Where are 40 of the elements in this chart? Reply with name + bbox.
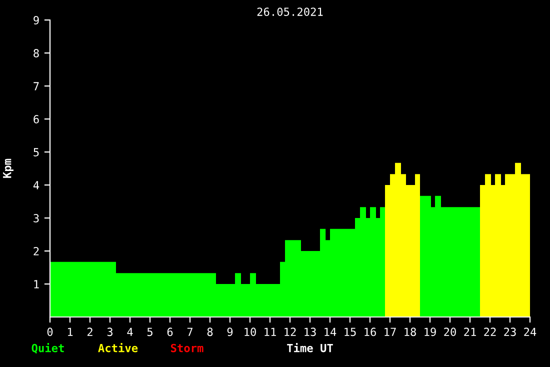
legend-label: Storm — [170, 344, 204, 352]
y-tick-label: 9 — [34, 16, 39, 24]
x-tick-label: 14 — [324, 328, 336, 336]
x-tick-label: 17 — [384, 328, 396, 336]
x-tick-label: 11 — [264, 328, 276, 336]
text: Quiet — [32, 343, 64, 354]
text: Active — [98, 343, 138, 352]
chart-title: 26.05.2021 — [257, 8, 323, 16]
x-tick-label: 19 — [424, 328, 436, 336]
y-tick-label: 1 — [34, 280, 39, 288]
x-axis-title: Time UT — [287, 343, 333, 352]
x-tick-label: 8 — [207, 328, 213, 336]
x-tick-label: 18 — [404, 328, 416, 336]
y-tick-label: 3 — [34, 214, 39, 222]
y-tick-label: 6 — [34, 115, 39, 124]
y-tick-label: 7 — [34, 82, 39, 90]
y-tick-label: 4 — [33, 181, 40, 190]
x-tick-label: 3 — [107, 328, 113, 336]
y-axis-title: Kpm — [3, 158, 14, 178]
y-tick-label: 8 — [34, 49, 39, 58]
x-tick-label: 10 — [244, 328, 256, 336]
x-tick-label: 12 — [284, 328, 296, 336]
x-tick-label: 4 — [127, 328, 133, 336]
x-tick-label: 23 — [504, 328, 516, 336]
x-tick-label: 16 — [364, 328, 376, 336]
x-tick-label: 15 — [344, 328, 356, 336]
y-tick-label: 5 — [34, 148, 39, 156]
x-tick-label: 7 — [187, 328, 193, 336]
y-tick-label: 2 — [34, 247, 39, 256]
x-tick-label: 1 — [68, 328, 73, 336]
x-tick-label: 6 — [167, 328, 173, 336]
x-tick-label: 9 — [227, 328, 233, 336]
x-tick-label: 22 — [484, 328, 496, 336]
x-tick-label: 24 — [524, 328, 536, 336]
x-tick-label: 20 — [444, 328, 456, 336]
x-tick-label: 0 — [47, 328, 53, 336]
x-tick-label: 5 — [147, 328, 152, 336]
x-tick-label: 2 — [87, 328, 92, 336]
x-tick-label: 13 — [304, 328, 316, 336]
x-tick-label: 21 — [464, 328, 476, 336]
